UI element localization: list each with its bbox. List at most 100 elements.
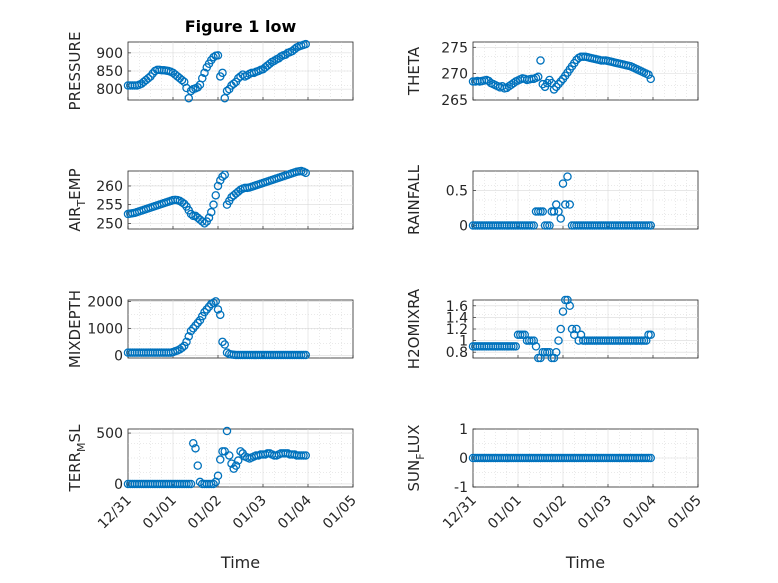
pressure-y-tick-label: 900 [96,46,123,62]
rainfall-data-point [561,200,570,209]
pressure-data-point [269,56,279,66]
theta-y-tick-label: 265 [441,93,468,109]
rainfall-data-point [545,221,554,230]
theta-data-point [646,74,656,84]
theta-data-point [552,82,561,92]
air-temp-data-point [211,191,220,200]
theta-data-point [549,85,559,94]
theta-data-point [554,79,563,89]
mixdepth-data-point [177,343,187,352]
mixdepth-y-tick-label: 0 [114,348,123,364]
h2omixra-data-point [556,324,566,334]
h2omixra-data-point [565,301,575,311]
air-temp-data-point [220,170,229,179]
air-temp-data-point [186,209,196,219]
terr-msl-y-tick-label: 0 [114,477,123,493]
theta-y-tick-label: 275 [441,40,468,56]
terr-msl-x-tick-label: 01/05 [320,493,360,533]
pressure-data-point [281,50,290,59]
h2omixra-data-point [531,342,541,351]
sun-flux-x-tick-label: 01/04 [620,492,660,532]
pressure-data-point [177,75,187,85]
mixdepth-data-point [197,311,207,321]
air-temp-data-point [301,168,310,178]
h2omixra-y-axis-label: H2OMIXRA [405,288,423,369]
air-temp-data-point [218,172,227,181]
h2omixra-data-point [572,324,581,334]
h2omixra-data-point [552,347,561,357]
mixdepth-y-tick-label: 1000 [87,321,123,337]
panel-rainfall: 0 0.5 RAINFALL [405,164,699,235]
terr-msl-data-point [224,451,234,460]
theta-y-tick-label: 270 [441,67,468,83]
mixdepth-data-point [186,326,196,336]
theta-data-point [644,70,653,79]
air-temp-data-point [209,200,218,209]
panel-pressure: 800 850 900 PRESSURE Figure 1 low [66,17,354,110]
mixdepth-data-point [179,341,189,351]
rainfall-data-point [646,221,656,230]
h2omixra-data-point [511,342,521,351]
mixdepth-data-point [200,307,209,317]
pressure-data-point [218,68,227,78]
rainfall-data-point [565,200,575,209]
terr-msl-x-tick-label: 01/02 [185,493,225,533]
sun-flux-x-tick-label: 01/01 [485,493,525,533]
pressure-data-point [184,93,193,103]
terr-msl-x-axis-label: Time [220,553,260,572]
mixdepth-data-point [301,350,310,360]
rainfall-y-tick-label: 0.5 [446,184,468,200]
mixdepth-data-point [202,305,211,314]
air-temp-y-tick-label: 250 [96,216,123,232]
mixdepth-data-point [218,337,227,347]
panel-sun-flux: -1 0 1 SUNFLUX 12/31 01/01 01/02 01/03 01/04 01/0… [405,422,705,572]
terr-msl-data-point [227,459,236,468]
terr-msl-x-tick-label: 01/03 [230,493,270,533]
sun-flux-x-tick-label: 01/03 [575,493,615,533]
terr-msl-data-point [186,479,196,489]
mixdepth-data-point [220,340,229,349]
air-temp-data-point [213,181,223,191]
terr-msl-data-point [236,447,245,456]
air-temp-y-tick-label: 255 [96,198,123,214]
h2omixra-data-point [558,307,568,316]
pressure-data-point [222,86,232,96]
mixdepth-y-axis-label: MIXDEPTH [66,290,84,368]
mixdepth-data-point [215,310,225,320]
terr-msl-data-point [301,451,310,460]
pressure-data-point [209,52,218,62]
panel-air-temp: 250 255 260 AIRTEMP [66,166,354,232]
theta-data-point [538,79,548,89]
air-temp-y-axis-label: AIRTEMP [66,168,88,231]
panel-terr-msl: 0 500 TERRMSL 12/31 01/01 01/02 01/03 01/04 01/0… [66,424,360,572]
sun-flux-x-tick-label: 12/31 [440,493,480,533]
terr-msl-data-point [191,444,200,453]
pressure-y-tick-label: 800 [96,82,123,98]
rainfall-data-point [558,179,568,188]
theta-data-point [536,56,545,65]
rainfall-data-point [556,214,566,223]
mixdepth-data-point [191,321,200,330]
air-temp-data-point [200,219,209,228]
pressure-data-point [229,79,238,88]
mixdepth-data-point [188,324,198,333]
panel-h2omixra: 0.811.21.41.6 H2OMIXRA [405,288,699,369]
h2omixra-y-tick-label: 1.4 [446,310,468,326]
mixdepth-data-point [213,305,223,314]
terr-msl-data-point [193,461,202,470]
theta-data-point [534,72,543,82]
mixdepth-data-point [184,332,193,341]
sun-flux-x-tick-label: 01/05 [665,493,705,533]
air-temp-y-tick-label: 260 [96,179,123,195]
terr-msl-data-point [213,471,223,481]
air-temp-data-point [204,213,214,223]
theta-data-point [556,77,566,86]
rainfall-y-tick-label: 0 [459,219,468,235]
rainfall-y-axis-label: RAINFALL [405,164,423,235]
terr-msl-data-point [188,438,198,448]
terr-msl-y-tick-label: 500 [96,426,123,442]
sun-flux-x-tick-label: 01/02 [530,493,570,533]
terr-msl-x-tick-label: 01/04 [275,492,315,532]
h2omixra-y-tick-label: 0.8 [446,345,468,361]
h2omixra-data-point [554,336,563,345]
